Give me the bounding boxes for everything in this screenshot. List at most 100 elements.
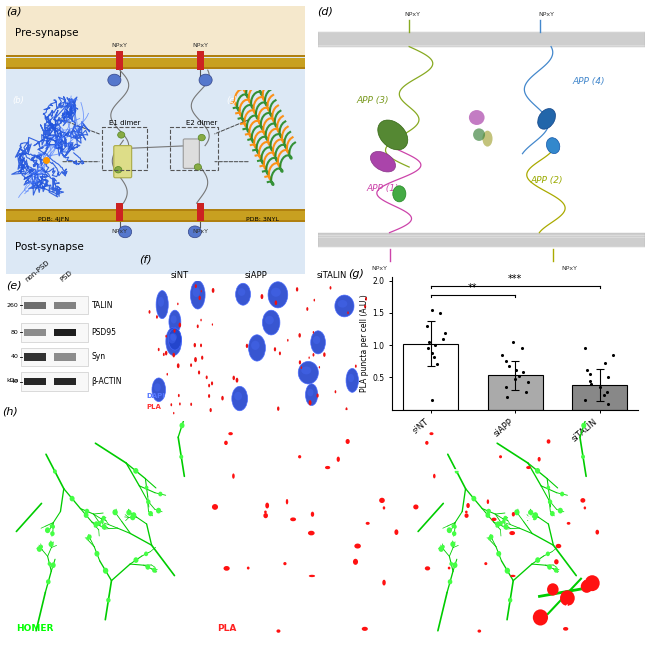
Text: Pre-synapse: Pre-synapse xyxy=(16,28,79,38)
Text: (e): (e) xyxy=(6,281,22,291)
Point xyxy=(501,382,511,392)
Circle shape xyxy=(560,590,575,606)
Circle shape xyxy=(179,455,183,459)
Ellipse shape xyxy=(473,128,485,141)
Circle shape xyxy=(233,375,235,380)
Ellipse shape xyxy=(224,566,230,571)
Point xyxy=(500,356,511,366)
Ellipse shape xyxy=(234,392,242,401)
Circle shape xyxy=(599,388,601,392)
Ellipse shape xyxy=(298,455,301,459)
Circle shape xyxy=(171,385,176,391)
Circle shape xyxy=(558,508,563,513)
Circle shape xyxy=(313,331,314,333)
Ellipse shape xyxy=(465,513,469,518)
Ellipse shape xyxy=(425,566,430,570)
Text: (c): (c) xyxy=(226,96,237,105)
Circle shape xyxy=(546,486,550,490)
Circle shape xyxy=(488,537,491,541)
Ellipse shape xyxy=(268,282,288,308)
Circle shape xyxy=(102,524,107,530)
Ellipse shape xyxy=(378,120,408,150)
Circle shape xyxy=(145,564,150,570)
Bar xyxy=(318,41,645,43)
Circle shape xyxy=(53,470,57,473)
Bar xyxy=(403,344,458,410)
Circle shape xyxy=(485,513,491,518)
Ellipse shape xyxy=(467,503,470,508)
Circle shape xyxy=(308,357,310,359)
Text: NPxY: NPxY xyxy=(192,43,208,48)
Circle shape xyxy=(508,598,513,602)
Text: ***: *** xyxy=(508,273,522,284)
Bar xyxy=(21,372,88,391)
Circle shape xyxy=(148,310,150,313)
Circle shape xyxy=(499,521,503,525)
Circle shape xyxy=(50,531,54,536)
Ellipse shape xyxy=(482,131,492,146)
Point xyxy=(430,340,440,350)
Text: **: ** xyxy=(468,283,478,293)
Circle shape xyxy=(533,610,548,626)
Ellipse shape xyxy=(311,511,314,517)
Circle shape xyxy=(452,524,455,528)
Ellipse shape xyxy=(286,499,288,504)
Circle shape xyxy=(194,343,196,348)
Text: E1 dimer: E1 dimer xyxy=(108,119,140,126)
Circle shape xyxy=(260,294,263,299)
Text: NPxY: NPxY xyxy=(111,43,128,48)
Circle shape xyxy=(49,541,54,547)
Text: PLA: PLA xyxy=(217,624,237,633)
Text: NPxY: NPxY xyxy=(372,266,388,271)
Circle shape xyxy=(165,335,167,338)
Bar xyxy=(488,375,542,410)
Text: PDB: 4JFN: PDB: 4JFN xyxy=(38,217,69,222)
Circle shape xyxy=(554,568,559,573)
Ellipse shape xyxy=(383,506,386,510)
Circle shape xyxy=(546,551,550,556)
Text: (d): (d) xyxy=(318,6,333,17)
Ellipse shape xyxy=(313,336,320,344)
Circle shape xyxy=(307,307,308,311)
Bar xyxy=(318,242,645,244)
Circle shape xyxy=(330,286,331,290)
Bar xyxy=(318,233,645,248)
Circle shape xyxy=(131,512,136,518)
Ellipse shape xyxy=(277,630,281,633)
Circle shape xyxy=(581,422,586,428)
Ellipse shape xyxy=(283,562,286,565)
Circle shape xyxy=(113,510,118,515)
Circle shape xyxy=(174,329,176,333)
Circle shape xyxy=(133,468,139,473)
FancyBboxPatch shape xyxy=(183,139,200,168)
Circle shape xyxy=(279,352,281,355)
Point xyxy=(594,382,605,392)
Circle shape xyxy=(208,394,210,398)
Ellipse shape xyxy=(154,383,161,392)
Bar xyxy=(54,328,76,336)
Ellipse shape xyxy=(191,281,205,309)
Circle shape xyxy=(194,357,197,362)
Circle shape xyxy=(170,403,172,406)
Bar xyxy=(318,233,645,235)
Point xyxy=(517,343,527,353)
Ellipse shape xyxy=(538,457,540,462)
Text: β-ACTIN: β-ACTIN xyxy=(91,377,122,386)
Ellipse shape xyxy=(158,297,164,307)
Ellipse shape xyxy=(238,288,246,296)
Circle shape xyxy=(236,378,238,382)
Circle shape xyxy=(308,400,312,406)
Ellipse shape xyxy=(325,466,330,469)
Text: merge: merge xyxy=(463,626,491,635)
Point xyxy=(580,395,590,405)
Ellipse shape xyxy=(478,630,481,633)
Ellipse shape xyxy=(379,498,385,503)
Bar xyxy=(25,353,46,361)
Point xyxy=(502,392,512,402)
Ellipse shape xyxy=(336,457,340,462)
Text: 260: 260 xyxy=(6,303,18,308)
Circle shape xyxy=(452,562,457,568)
Circle shape xyxy=(165,351,167,355)
Bar xyxy=(21,296,88,315)
Circle shape xyxy=(365,297,367,301)
